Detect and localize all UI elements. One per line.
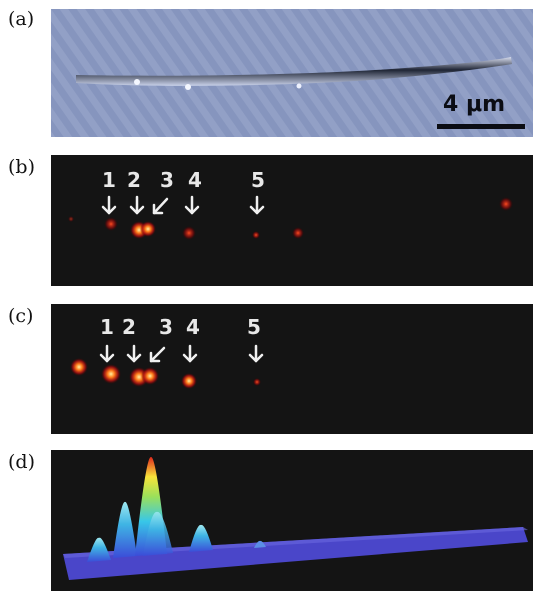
peak-3b xyxy=(143,511,173,556)
arrow-down-icon xyxy=(101,195,117,215)
fluorescence-image-b: 1 2 3 4 5 xyxy=(51,155,533,286)
scale-bar xyxy=(437,124,525,129)
panel-c-label: (c) xyxy=(8,305,34,327)
nanowire xyxy=(76,57,512,86)
arrow-down-icon xyxy=(99,344,115,363)
marker-label-5: 5 xyxy=(247,315,261,339)
optical-image-panel: 4 μm xyxy=(51,9,533,137)
fluorescence-image-c-panel: 1 2 3 4 5 xyxy=(51,304,533,434)
panel-b-label: (b) xyxy=(8,156,35,178)
fluorescence-image-b-panel: 1 2 3 4 5 xyxy=(51,155,533,286)
arrow-down-icon xyxy=(129,195,145,215)
arrow-down-icon xyxy=(249,195,265,215)
marker-label-2: 2 xyxy=(122,315,136,339)
arrow-down-icon xyxy=(182,344,198,363)
peak-1 xyxy=(87,537,111,562)
panel-d-label: (d) xyxy=(8,451,35,473)
arrow-down-icon xyxy=(126,344,142,363)
arrow-down-icon xyxy=(248,344,264,363)
marker-label-1: 1 xyxy=(102,168,116,192)
marker-label-3: 3 xyxy=(159,315,173,339)
intensity-surface-plot xyxy=(51,450,533,591)
marker-label-4: 4 xyxy=(186,315,200,339)
arrow-down-left-icon xyxy=(149,346,166,363)
marker-label-5: 5 xyxy=(251,168,265,192)
marker-label-3: 3 xyxy=(160,168,174,192)
scale-bar-label: 4 μm xyxy=(443,92,505,117)
optical-image: 4 μm xyxy=(51,9,533,137)
intensity-surface-panel xyxy=(51,450,533,591)
surface-plane xyxy=(63,527,528,580)
panel-a-label: (a) xyxy=(8,8,35,30)
peak-4 xyxy=(189,524,213,552)
marker-label-1: 1 xyxy=(100,315,114,339)
fluorescence-image-c: 1 2 3 4 5 xyxy=(51,304,533,434)
marker-label-2: 2 xyxy=(127,168,141,192)
marker-label-4: 4 xyxy=(188,168,202,192)
peak-5 xyxy=(254,540,266,548)
arrow-down-icon xyxy=(184,195,200,215)
arrow-down-left-icon xyxy=(152,197,169,215)
peak-2 xyxy=(113,501,137,558)
